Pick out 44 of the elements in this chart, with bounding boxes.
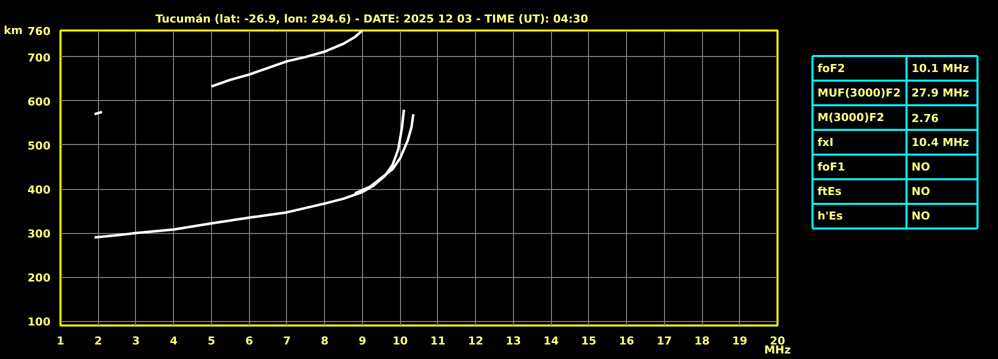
y-axis-title: km (4, 24, 23, 37)
x-tick-label: 4 (170, 334, 178, 348)
text: 10.1 MHz (912, 62, 970, 75)
x-tick-label: 2 (94, 334, 102, 348)
x-tick-label: 7 (283, 334, 291, 348)
x-tick-label: 14 (543, 334, 560, 348)
text: 27.9 MHz (912, 86, 970, 100)
text: h'Es (818, 210, 844, 223)
x-tick-label: 18 (694, 334, 710, 348)
x-tick-label: 6 (245, 334, 254, 348)
x-tick-label: 17 (656, 334, 672, 348)
x-tick-label: 8 (320, 334, 328, 348)
x-tick-label: 9 (358, 334, 366, 348)
x-tick-label: 10 (392, 334, 408, 348)
x-axis-title: MHz (764, 344, 791, 356)
text: 10.4 MHz (912, 136, 970, 149)
y-tick-label: 700 (28, 51, 51, 64)
chart-title: Tucumán (lat: -26.9, lon: 294.6) - DATE: 2025 12 03 - TIME (UT): 04:30 (156, 12, 588, 26)
x-tick-label: 3 (132, 334, 140, 348)
x-tick-label: 11 (430, 334, 446, 348)
x-tick-label: 1 (56, 334, 64, 348)
y-tick-label: 400 (28, 184, 51, 197)
y-tick-label: 200 (28, 272, 51, 285)
text: 2.76 (912, 112, 939, 126)
x-tick-label: 12 (468, 334, 484, 348)
x-tick-label: 16 (618, 334, 635, 348)
text: NO (912, 185, 930, 198)
y-tick-label: 100 (28, 316, 51, 329)
x-tick-label: 13 (506, 334, 521, 348)
y-tick-label: 500 (28, 139, 51, 152)
x-tick-label: 5 (208, 334, 216, 348)
text: foF1 (818, 160, 846, 174)
x-tick-label: 15 (581, 334, 596, 348)
x-tick-label: 19 (732, 334, 748, 348)
text: M(3000)F2 (818, 111, 884, 124)
text: NO (912, 160, 930, 174)
y-tick-label: 600 (28, 95, 51, 108)
y-tick-label: 300 (28, 228, 51, 241)
text: ftEs (818, 185, 842, 198)
text: MUF(3000)F2 (818, 86, 901, 100)
text: NO (912, 210, 930, 223)
text: foF2 (818, 62, 846, 75)
y-tick-label: 760 (28, 25, 51, 38)
text: fxI (818, 136, 834, 149)
